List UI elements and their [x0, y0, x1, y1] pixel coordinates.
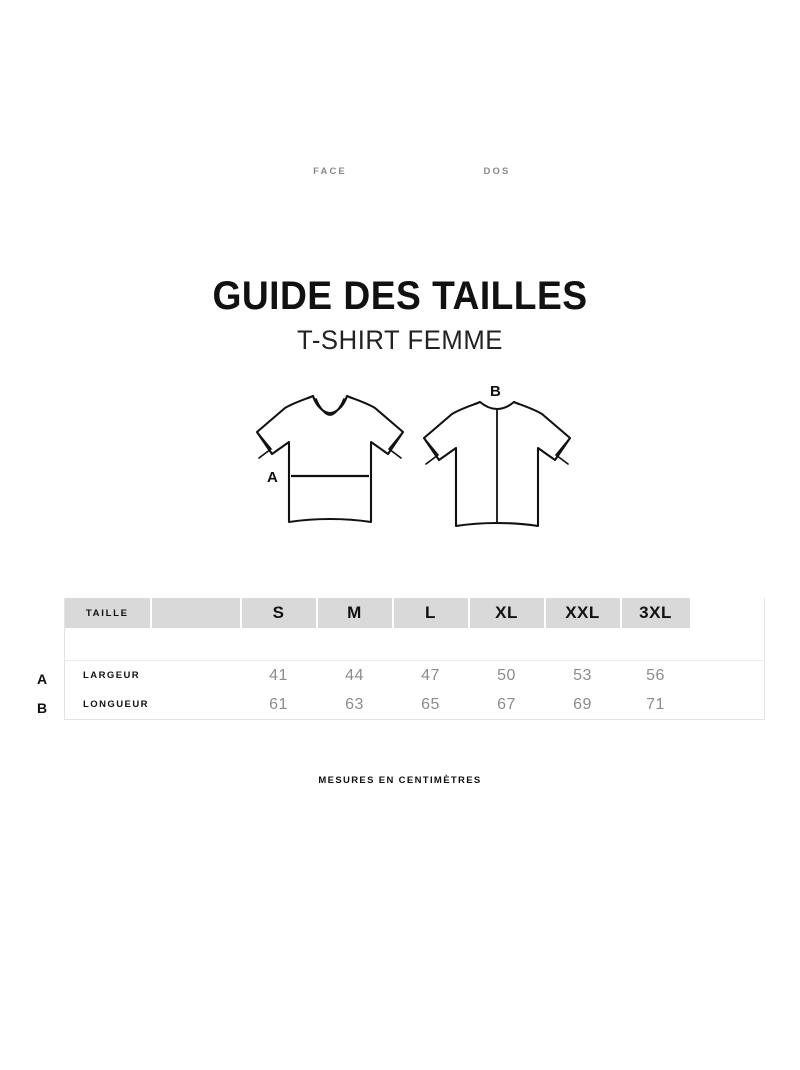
cell-largeur-blank — [150, 660, 241, 690]
spacer-cell — [620, 628, 691, 661]
cell-longueur-xl: 67 — [468, 690, 545, 720]
table-row: LARGEUR 41 44 47 50 53 56 — [64, 660, 765, 690]
row-label-largeur: LARGEUR — [64, 660, 151, 690]
header-size-m: M — [316, 598, 394, 628]
header-spacer — [150, 598, 242, 628]
row-label-longueur: LONGUEUR — [64, 690, 151, 720]
measure-label-b: B — [490, 383, 501, 400]
cell-largeur-l: 47 — [392, 660, 469, 690]
tshirt-front-illustration: A — [245, 382, 415, 547]
page-subtitle: T-SHIRT FEMME — [296, 325, 503, 355]
table-row: LONGUEUR 61 63 65 67 69 71 — [64, 690, 765, 720]
tshirt-back-icon: B — [422, 383, 572, 528]
cell-longueur-3xl: 71 — [620, 690, 691, 720]
cell-longueur-s: 61 — [240, 690, 317, 720]
front-caption: FACE — [313, 166, 347, 177]
table-spacer-row — [64, 628, 765, 661]
cell-largeur-xl: 50 — [468, 660, 545, 690]
header-size-3xl: 3XL — [620, 598, 692, 628]
spacer-cell — [690, 628, 765, 661]
shirt-illustrations: A B — [0, 382, 800, 572]
header-size-xl: XL — [468, 598, 546, 628]
header-taille: TAILLE — [64, 598, 152, 628]
cell-largeur-m: 44 — [316, 660, 393, 690]
tshirt-front-icon: A — [255, 394, 405, 524]
back-caption: DOS — [483, 166, 511, 177]
spacer-cell — [150, 628, 241, 661]
header-size-s: S — [240, 598, 318, 628]
row-marker-a: A — [36, 671, 48, 687]
cell-largeur-xxl: 53 — [544, 660, 621, 690]
cell-largeur-3xl: 56 — [620, 660, 691, 690]
table-header-row: TAILLE S M L XL XXL 3XL — [64, 598, 765, 628]
measurement-unit-note: MESURES EN CENTIMÈTRES — [318, 775, 482, 786]
cell-longueur-l: 65 — [392, 690, 469, 720]
cell-longueur-xxl: 69 — [544, 690, 621, 720]
spacer-cell — [392, 628, 469, 661]
row-marker-b: B — [36, 700, 48, 716]
cell-longueur-m: 63 — [316, 690, 393, 720]
spacer-cell — [240, 628, 317, 661]
spacer-cell — [316, 628, 393, 661]
cell-largeur-s: 41 — [240, 660, 317, 690]
tshirt-back-illustration: B — [412, 382, 582, 547]
spacer-cell — [544, 628, 621, 661]
size-table-container: TAILLE S M L XL XXL 3XL — [64, 598, 765, 728]
title-block: GUIDE DES TAILLES T-SHIRT FEMME — [0, 274, 800, 356]
header-trailing-blank — [690, 598, 765, 628]
cell-largeur-trailing — [690, 660, 765, 690]
spacer-cell — [468, 628, 545, 661]
header-size-l: L — [392, 598, 470, 628]
cell-longueur-blank — [150, 690, 241, 720]
header-size-xxl: XXL — [544, 598, 622, 628]
page-title: GUIDE DES TAILLES — [212, 274, 588, 318]
size-table: TAILLE S M L XL XXL 3XL — [64, 598, 765, 720]
spacer-cell — [64, 628, 151, 661]
measure-label-a: A — [267, 469, 278, 486]
cell-longueur-trailing — [690, 690, 765, 720]
